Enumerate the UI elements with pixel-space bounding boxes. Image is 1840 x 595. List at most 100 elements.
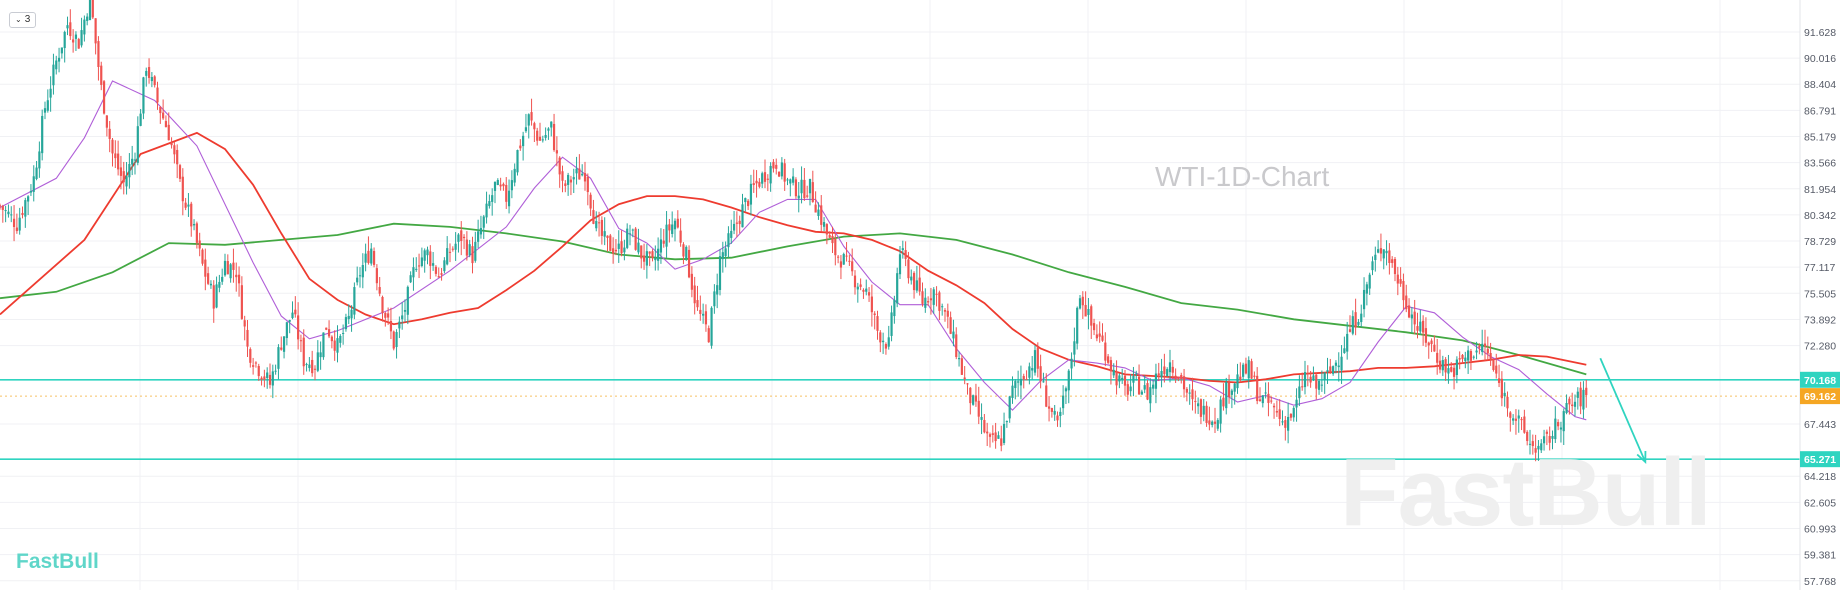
y-tick-label: 77.117 [1804,262,1835,274]
candle-body [297,315,300,340]
candle-body [24,200,27,217]
candle-body [1270,400,1273,402]
candle-body [1478,345,1481,348]
candle-body [94,18,97,44]
forecast-arrow [1599,357,1647,463]
candle-body [1582,389,1585,410]
candle-body [699,309,702,314]
candle-body [828,235,831,238]
candle-body [769,165,772,184]
candle-body [1070,358,1073,369]
candle-body [412,267,415,278]
candle-body [190,203,193,227]
candle-body [969,387,972,404]
candle-body [527,114,530,126]
candle-body [488,201,491,207]
candle-body [4,210,7,212]
candle-body [1517,415,1520,419]
candle-body [384,312,387,318]
candle-body [1042,381,1045,383]
candle-body [707,328,710,343]
candle-body [440,273,443,275]
candle-body [1585,387,1588,396]
candle-body [29,190,33,193]
candle-body [477,231,480,242]
candle-body [550,121,553,128]
candle-body [865,288,868,292]
candle-body [1146,383,1149,400]
candle-body [789,179,792,184]
candle-body [1337,365,1340,368]
candle-body [426,249,429,256]
candle-body [716,285,719,295]
candle-body [429,251,432,266]
candle-body [1393,258,1397,275]
candle-body [7,211,10,215]
candle-body [704,311,708,325]
candle-body [122,171,125,183]
candle-body [1062,395,1065,409]
y-tick-label: 90.016 [1804,53,1836,65]
candle-body [156,87,159,103]
candle-body [991,433,994,435]
candle-body [932,289,935,305]
y-tick-label: 62.605 [1804,497,1836,509]
candle-body [1523,416,1526,433]
candle-body [628,233,632,235]
candle-body [462,236,466,239]
candle-body [817,209,820,216]
candle-body [822,222,826,227]
candle-body [207,273,210,284]
candle-body [1039,366,1042,382]
candle-body [1407,305,1411,318]
candle-body [150,77,153,82]
candle-body [775,164,778,169]
candle-body [1225,381,1228,409]
candle-body [1022,376,1025,380]
candle-body [52,64,55,86]
candle-body [1427,342,1430,346]
candle-body [859,284,862,287]
candle-body [673,220,677,230]
candle-body [806,195,809,197]
candle-body [83,19,86,35]
candle-body [1149,387,1152,404]
candle-body [479,228,483,235]
candle-body [401,315,404,320]
candle-body [1545,431,1548,434]
candle-body [128,163,131,178]
candle-body [1014,381,1017,389]
candle-body [1495,365,1498,374]
candle-body [406,286,409,315]
arrow-head-icon [1636,450,1647,464]
price-axis[interactable]: 91.628 90.016 88.404 86.791 85.179 83.566 81.9… [1799,0,1840,590]
candle-body [575,168,578,174]
candle-body [606,235,609,238]
candle-body [1303,372,1307,388]
candle-body [417,265,421,267]
candle-body [1306,373,1309,375]
candle-body [131,158,134,165]
candle-body [1565,403,1568,414]
candle-body [159,107,162,114]
candle-body [1542,436,1546,444]
candle-body [55,60,58,70]
candle-body [1320,384,1323,386]
candle-body [831,235,834,244]
candle-body [1514,418,1518,421]
candle-body [460,230,463,242]
y-tick-label: 83.566 [1804,158,1836,170]
y-tick-label: 59.381 [1804,550,1836,562]
candle-body [1129,386,1132,392]
candle-body [884,344,888,349]
candle-body [451,248,454,250]
candle-body [457,234,460,242]
candle-body [986,431,989,434]
candle-body [162,112,165,119]
candle-body [387,313,390,318]
indicators-toggle-button[interactable]: ⌄ 3 [9,12,37,28]
candle-body [1261,395,1264,404]
candle-body [226,261,229,275]
